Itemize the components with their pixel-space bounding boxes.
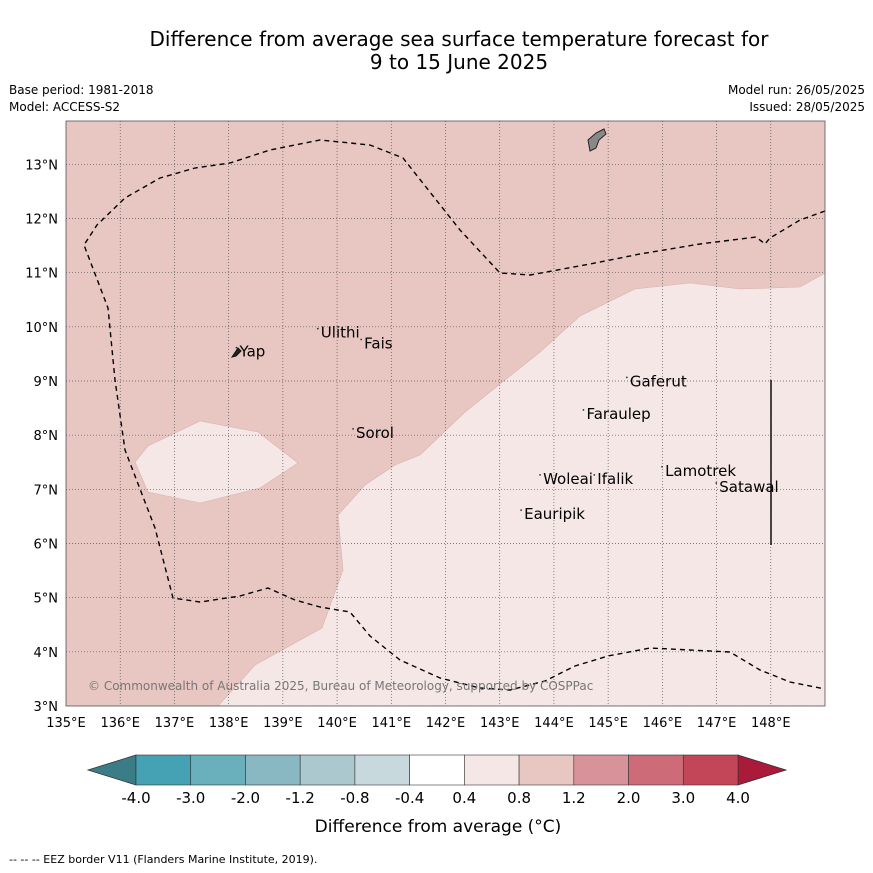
place-marker xyxy=(625,376,628,379)
anomaly-region-mild-west xyxy=(134,420,299,504)
colorbar-label: Difference from average (°C) xyxy=(315,817,562,837)
lon-tick-label: 137°E xyxy=(155,716,195,731)
lat-tick-label: 7°N xyxy=(34,483,59,498)
colorbar-tick-label: -2.0 xyxy=(231,789,260,807)
longitude-tick-labels: 135°E 136°E 137°E 138°E 139°E 140°E 141°E 142°E… xyxy=(46,716,790,731)
colorbar-tick-label: 1.2 xyxy=(562,789,586,807)
lat-tick-label: 11°N xyxy=(25,267,58,282)
meta-right: Model run: 26/05/2025 Issued: 28/05/2025 xyxy=(728,82,865,116)
title-line-2: 9 to 15 June 2025 xyxy=(369,50,549,74)
place-marker xyxy=(661,465,663,468)
colorbar-segment xyxy=(135,754,192,786)
colorbar-tick-label: 4.0 xyxy=(726,789,750,807)
colorbar-segment xyxy=(518,754,575,786)
place-label: Yap xyxy=(238,343,265,361)
title-line-1: Difference from average sea surface temp… xyxy=(149,27,769,51)
lat-tick-label: 9°N xyxy=(34,375,59,390)
guam-island xyxy=(587,128,607,152)
lon-tick-label: 141°E xyxy=(372,716,412,731)
lon-tick-label: 136°E xyxy=(100,716,140,731)
place-label: Faraulep xyxy=(586,405,650,423)
place-label: Gaferut xyxy=(630,372,687,390)
place-label: Ifalik xyxy=(597,470,633,488)
colorbar-under-arrow xyxy=(86,754,137,786)
colorbar-tick-label: 0.4 xyxy=(452,789,476,807)
lon-tick-label: 140°E xyxy=(317,716,357,731)
place-label: Sorol xyxy=(356,424,394,442)
place-marker xyxy=(352,427,354,430)
place-marker xyxy=(520,509,523,512)
latitude-tick-labels: 3°N 4°N 5°N 6°N 7°N 8°N 9°N 10°N 11°N 12°N 13°N xyxy=(25,158,58,715)
place-label: Satawal xyxy=(719,478,778,496)
colorbar-segment xyxy=(628,754,684,786)
graticule xyxy=(66,121,825,706)
issued-date: Issued: 28/05/2025 xyxy=(749,100,865,114)
copyright-notice: © Commonwealth of Australia 2025, Bureau… xyxy=(88,679,593,693)
colorbar-tick-label: 0.8 xyxy=(507,789,531,807)
lon-tick-label: 138°E xyxy=(209,716,249,731)
colorbar-segment xyxy=(682,754,739,786)
meta-left: Base period: 1981-2018 Model: ACCESS-S2 xyxy=(9,82,154,116)
lon-tick-label: 135°E xyxy=(46,716,86,731)
colorbar-segment xyxy=(299,754,356,786)
lat-tick-label: 4°N xyxy=(34,646,59,661)
model-name: Model: ACCESS-S2 xyxy=(9,100,121,114)
lon-tick-label: 148°E xyxy=(751,716,791,731)
lon-tick-label: 143°E xyxy=(480,716,520,731)
colorbar-segment xyxy=(464,754,520,786)
colorbar-segment xyxy=(354,754,410,786)
lon-tick-label: 145°E xyxy=(588,716,628,731)
lat-tick-label: 5°N xyxy=(34,592,59,607)
lon-tick-label: 147°E xyxy=(697,716,737,731)
colorbar-segment xyxy=(190,754,246,786)
colorbar-tick-label: -0.8 xyxy=(340,789,369,807)
colorbar-segment xyxy=(245,754,301,786)
footer-note: -- -- -- EEZ border V11 (Flanders Marine… xyxy=(9,853,318,866)
colorbar-tick-label: 3.0 xyxy=(671,789,695,807)
eez-border-north xyxy=(83,139,825,691)
place-label: Woleai xyxy=(543,470,593,488)
lat-tick-label: 3°N xyxy=(34,700,59,715)
lat-tick-label: 12°N xyxy=(25,213,58,228)
place-label: Eauripik xyxy=(524,505,585,523)
model-run: Model run: 26/05/2025 xyxy=(727,83,865,97)
lat-tick-label: 8°N xyxy=(34,429,59,444)
colorbar-tick-label: -3.0 xyxy=(176,789,205,807)
lon-tick-label: 146°E xyxy=(643,716,683,731)
place-marker xyxy=(715,482,718,484)
colorbar-over-arrow xyxy=(737,754,788,786)
colorbar-segment xyxy=(409,754,465,786)
place-marker xyxy=(316,327,319,330)
place-label: Fais xyxy=(364,335,393,353)
place-marker xyxy=(235,346,238,349)
colorbar-tick-label: 2.0 xyxy=(617,789,641,807)
colorbar-tick-label: -0.4 xyxy=(395,789,424,807)
colorbar-segment xyxy=(573,754,629,786)
colorbar: -4.0 -3.0 -2.0 -1.2 -0.8 -0.4 0.4 0.8 1.2 2.0 3.0 4… xyxy=(86,754,788,807)
lat-tick-label: 13°N xyxy=(25,158,58,173)
place-label: Lamotrek xyxy=(665,462,736,480)
place-marker xyxy=(582,409,585,411)
lat-tick-label: 6°N xyxy=(34,538,59,553)
colorbar-tick-label: -1.2 xyxy=(286,789,315,807)
place-label: Ulithi xyxy=(321,324,360,342)
yap-island xyxy=(230,347,242,358)
lon-tick-label: 144°E xyxy=(534,716,574,731)
base-period: Base period: 1981-2018 xyxy=(9,83,154,97)
place-marker xyxy=(593,474,596,476)
place-marker xyxy=(539,474,541,476)
place-marker xyxy=(360,338,363,341)
colorbar-tick-label: -4.0 xyxy=(121,789,150,807)
map-frame xyxy=(65,120,826,707)
lat-tick-label: 10°N xyxy=(25,321,58,336)
lon-tick-label: 142°E xyxy=(426,716,466,731)
lon-tick-label: 139°E xyxy=(263,716,303,731)
chart-title: Difference from average sea surface temp… xyxy=(0,28,873,74)
